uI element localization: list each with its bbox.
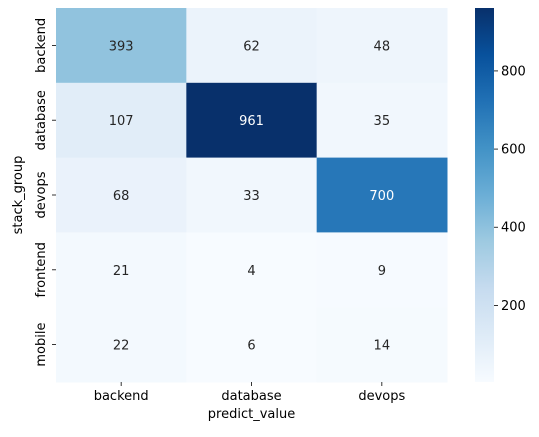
colorbar-tick-label: 600 bbox=[501, 143, 526, 158]
cell-value-label: 35 bbox=[374, 114, 391, 129]
heatmap-cells bbox=[56, 8, 448, 383]
cell-value-label: 62 bbox=[243, 39, 260, 54]
colorbar-gradient bbox=[475, 8, 494, 382]
heatmap-cell bbox=[56, 232, 187, 308]
cell-value-label: 14 bbox=[374, 339, 391, 354]
cell-value-label: 48 bbox=[374, 39, 391, 54]
colorbar-tick-label: 200 bbox=[501, 299, 526, 314]
heatmap-cell bbox=[56, 8, 187, 84]
cell-value-label: 107 bbox=[109, 114, 134, 129]
x-tick-label: backend bbox=[94, 389, 149, 404]
heatmap-cell bbox=[316, 157, 448, 233]
heatmap-cell bbox=[316, 232, 448, 308]
colorbar-tick-label: 400 bbox=[501, 221, 526, 236]
y-tick-label: backend bbox=[34, 18, 49, 73]
heatmap-cell bbox=[186, 157, 318, 233]
cell-annotations: 393 62 48 107 961 35 68 33 700 21 4 9 22 6 14 bbox=[109, 39, 394, 353]
cell-value-label: 700 bbox=[369, 189, 394, 204]
heatmap-cell bbox=[186, 307, 318, 383]
heatmap-cell bbox=[316, 82, 448, 159]
heatmap-cell bbox=[56, 157, 187, 233]
cell-value-label: 9 bbox=[378, 264, 386, 279]
y-tick-label: mobile bbox=[34, 323, 49, 367]
heatmap-cell bbox=[186, 232, 318, 308]
y-tick-label: frontend bbox=[34, 242, 49, 297]
heatmap-cell bbox=[186, 8, 318, 84]
cell-value-label: 961 bbox=[239, 114, 264, 129]
heatmap-cell bbox=[186, 82, 318, 159]
cell-value-label: 68 bbox=[113, 189, 130, 204]
x-tick-label: database bbox=[221, 389, 281, 404]
cell-value-label: 393 bbox=[109, 39, 134, 54]
colorbar-tick-label: 800 bbox=[501, 64, 526, 79]
x-axis-label: predict_value bbox=[208, 407, 295, 422]
cell-value-label: 33 bbox=[243, 189, 260, 204]
cell-value-label: 22 bbox=[113, 339, 130, 354]
cell-value-label: 6 bbox=[247, 339, 255, 354]
colorbar: 200 400 600 800 bbox=[475, 8, 526, 382]
y-tick-label: database bbox=[34, 90, 49, 150]
cell-value-label: 21 bbox=[113, 264, 130, 279]
y-axis-label: stack_group bbox=[11, 156, 26, 235]
axes: backend database devops backend database devo… bbox=[34, 18, 406, 404]
cell-value-label: 4 bbox=[247, 264, 255, 279]
heatmap-cell bbox=[56, 307, 187, 383]
x-tick-label: devops bbox=[358, 389, 405, 404]
heatmap-cell bbox=[56, 82, 187, 159]
y-tick-label: devops bbox=[34, 171, 49, 218]
heatmap-cell bbox=[316, 8, 448, 84]
heatmap-cell bbox=[316, 307, 448, 383]
